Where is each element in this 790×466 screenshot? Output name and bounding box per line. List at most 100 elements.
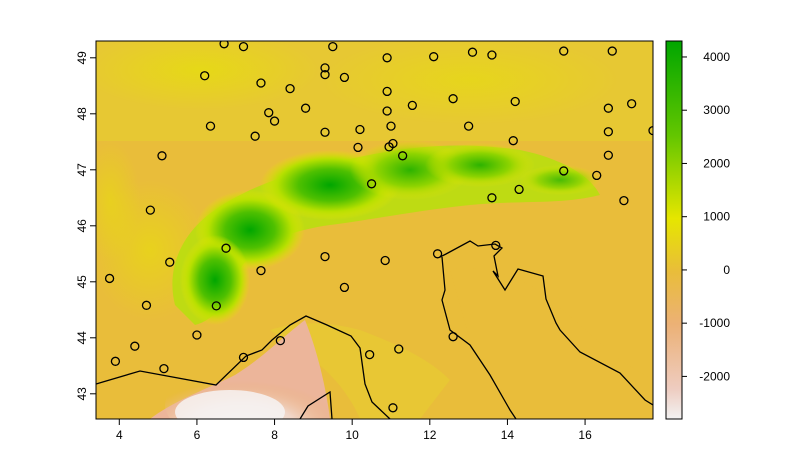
station-point: [275, 335, 286, 346]
y-tick-label: 44: [75, 331, 89, 345]
station-point: [384, 142, 394, 152]
legend-tick-label: 4000: [703, 50, 730, 64]
station-point: [607, 46, 617, 56]
station-point: [388, 403, 398, 413]
station-point: [463, 121, 474, 131]
station-point: [514, 184, 524, 195]
station-point: [382, 106, 392, 116]
station-point: [328, 41, 338, 52]
legend-tick-label: 2000: [703, 156, 730, 170]
x-tick-label: 16: [578, 428, 592, 442]
station-point: [141, 300, 152, 310]
station-point: [429, 52, 439, 62]
y-axis: 43 44 45 46 47 48 49: [75, 51, 96, 401]
station-point: [380, 255, 390, 266]
station-point: [648, 125, 653, 136]
station-point: [603, 150, 614, 160]
station-point: [339, 282, 350, 293]
station-point: [157, 151, 167, 161]
y-tick-label: 43: [75, 387, 89, 401]
legend-tick-label: 0: [723, 263, 730, 277]
station-point: [285, 83, 295, 94]
station-point: [487, 50, 497, 60]
y-tick-label: 47: [75, 163, 89, 177]
station-point: [603, 103, 614, 113]
x-tick-label: 6: [194, 428, 201, 442]
coastline-corsica-west: [299, 390, 333, 419]
station-point: [110, 356, 121, 366]
station-point: [320, 63, 330, 73]
y-tick-label: 49: [75, 51, 89, 65]
station-point: [487, 193, 497, 203]
elevation-raster: [96, 41, 653, 419]
station-point: [238, 352, 249, 363]
x-axis: 4 6 8 10 12 14 16: [116, 419, 592, 442]
station-point: [386, 121, 396, 131]
coastline-france-italy: [96, 315, 391, 419]
x-tick-label: 14: [501, 428, 515, 442]
legend-tick-label: -1000: [699, 316, 730, 330]
x-tick-label: 12: [423, 428, 437, 442]
station-point: [592, 170, 602, 181]
station-point: [256, 265, 266, 276]
station-point: [130, 341, 140, 351]
station-point: [491, 240, 501, 251]
y-tick-label: 45: [75, 275, 89, 289]
x-tick-label: 8: [271, 428, 278, 442]
station-point: [508, 136, 518, 146]
station-point: [366, 179, 377, 189]
station-point: [145, 205, 155, 215]
legend-tick-label: 3000: [703, 103, 730, 117]
station-point: [320, 251, 330, 262]
station-point: [559, 46, 569, 56]
station-points: [104, 41, 653, 413]
station-point: [104, 273, 115, 284]
legend-tick-label: -2000: [699, 369, 730, 383]
station-point: [619, 195, 629, 206]
station-point: [603, 127, 614, 137]
coastline-italy-east: [441, 256, 517, 419]
station-point: [159, 363, 169, 374]
station-point: [510, 96, 520, 107]
station-point: [394, 344, 404, 354]
station-point: [382, 86, 392, 97]
station-point: [467, 47, 478, 57]
station-point: [269, 116, 280, 126]
station-point: [205, 121, 216, 131]
station-point: [355, 124, 365, 135]
coastline-adriatic-west: [439, 240, 653, 406]
station-point: [627, 99, 637, 109]
legend-tick-label: 1000: [703, 210, 730, 224]
legend-ticks: 4000 3000 2000 1000 0 -1000 -2000: [682, 50, 730, 383]
station-point: [448, 332, 458, 342]
x-tick-label: 10: [346, 428, 360, 442]
station-point: [353, 142, 363, 153]
legend-colorbar: [665, 40, 683, 420]
station-point: [407, 100, 417, 111]
y-tick-label: 48: [75, 107, 89, 121]
station-point: [192, 330, 202, 340]
station-point: [165, 257, 175, 267]
station-point: [211, 301, 221, 311]
station-point: [397, 151, 408, 161]
station-point: [382, 53, 392, 63]
station-point: [221, 243, 231, 253]
station-point: [559, 166, 569, 176]
station-point: [200, 71, 210, 81]
station-point: [238, 41, 249, 52]
station-point: [256, 78, 266, 88]
elevation-legend: 4000 3000 2000 1000 0 -1000 -2000: [665, 40, 730, 420]
station-point: [264, 108, 274, 118]
station-point: [320, 69, 330, 80]
plot-frame: [95, 40, 654, 420]
station-point: [250, 131, 260, 141]
x-tick-label: 4: [116, 428, 123, 442]
station-point: [300, 103, 311, 113]
station-point: [219, 41, 229, 49]
station-point: [448, 94, 458, 104]
coastlines: [96, 240, 653, 419]
station-point: [339, 72, 350, 83]
station-point: [432, 249, 443, 259]
y-tick-label: 46: [75, 219, 89, 233]
